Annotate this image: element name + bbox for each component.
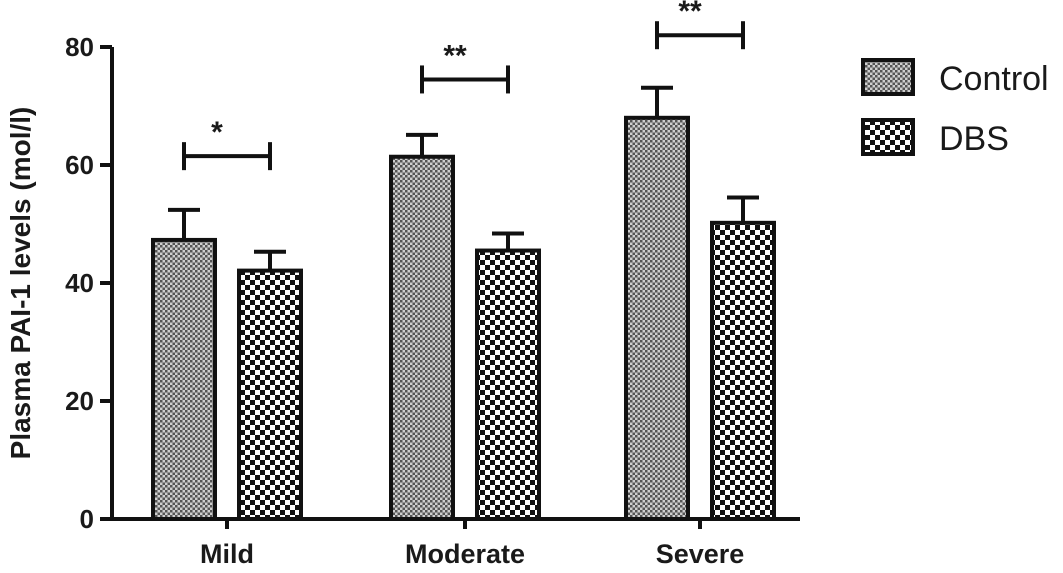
legend-swatch-dbs (861, 118, 915, 156)
y-tick-label: 20 (65, 386, 94, 416)
bar-control-mild (151, 237, 217, 521)
y-tick-label: 80 (65, 32, 94, 62)
bar-control-moderate (389, 154, 455, 522)
legend-swatch-control (861, 58, 915, 96)
bar-control-severe (624, 115, 690, 522)
bar-dbs-severe (710, 220, 776, 521)
legend-label-control: Control (939, 60, 1049, 98)
y-tick-label: 60 (65, 150, 94, 180)
y-tick-label: 40 (65, 268, 94, 298)
x-category-label: Mild (200, 539, 254, 568)
significance-label: * (211, 116, 223, 149)
y-axis-label: Plasma PAI-1 levels (mol/l) (5, 107, 36, 460)
x-category-label: Moderate (405, 539, 525, 568)
bar-dbs-mild (237, 268, 303, 521)
y-tick-label: 0 (80, 504, 94, 534)
significance-label: ** (678, 0, 702, 28)
legend-label-dbs: DBS (939, 120, 1009, 158)
bar-dbs-moderate (475, 248, 541, 522)
x-category-label: Severe (656, 539, 745, 568)
significance-label: ** (443, 39, 467, 72)
